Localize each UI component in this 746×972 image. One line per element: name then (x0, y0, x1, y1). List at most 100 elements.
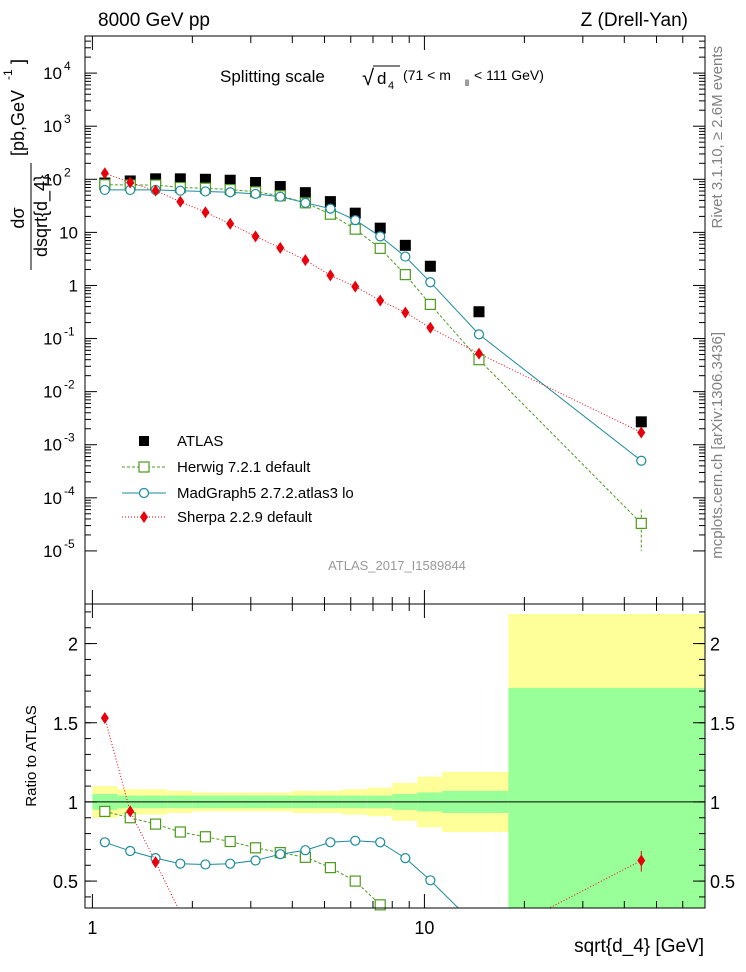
ratio-ytick-label-right: 0.5 (710, 872, 735, 892)
ratio-point-herwig (374, 899, 386, 911)
main-ytick-label: 10 (43, 489, 62, 508)
main-point-atlas (324, 196, 336, 208)
main-point-atlas (250, 176, 262, 188)
main-ylabel: dσ dsqrt{d_4} [pb,GeV -1 ] (1, 59, 52, 270)
main-point-sherpa (151, 184, 160, 197)
ratio-point-madgraph (375, 837, 386, 848)
main-point-sherpa (474, 347, 483, 360)
main-ytick-label: 10 (59, 223, 78, 242)
ratio-point-madgraph (275, 849, 286, 860)
ratio-point-sherpa (637, 854, 646, 867)
ratio-ytick-label-right: 2 (710, 635, 720, 655)
main-ytick-label-exp: 4 (64, 59, 71, 73)
main-point-sherpa (637, 426, 646, 439)
main-point-atlas (299, 187, 311, 199)
ratio-point-madgraph (325, 837, 336, 848)
main-point-sherpa (401, 306, 410, 319)
main-point-madgraph (325, 203, 336, 214)
main-point-sherpa (100, 167, 109, 180)
legend-marker-madgraph (138, 487, 150, 499)
main-point-sherpa (276, 241, 285, 254)
main-point-sherpa (251, 230, 260, 243)
main-point-sherpa (201, 206, 210, 219)
plot-title-cut-suffix: < 111 GeV) (474, 67, 544, 83)
ratio-band-stat (508, 687, 705, 908)
side-label-mcplots: mcplots.cern.ch [arXiv:1306.3436] (709, 332, 726, 559)
ratio-point-madgraph (400, 853, 411, 864)
ratio-axes: 1 10 0.5 0.5 1 1 1.5 1.5 2 2 (53, 604, 735, 938)
main-point-sherpa (376, 294, 385, 307)
ratio-point-madgraph (225, 858, 236, 869)
ratio-point-herwig (149, 818, 162, 830)
ratio-point-madgraph (300, 845, 311, 856)
ylabel-numerator: dσ (8, 207, 28, 228)
ylabel-unit: [pb,GeV (8, 90, 28, 156)
ratio-point-madgraph (175, 858, 186, 869)
ratio-point-madgraph (125, 845, 136, 857)
header-left: 8000 GeV pp (98, 10, 210, 31)
legend-label-sherpa: Sherpa 2.2.9 default (177, 509, 313, 526)
main-ytick-label-exp: -4 (64, 484, 75, 498)
main-ytick-label: 1 (69, 276, 78, 295)
main-ytick-label: 10 (43, 330, 62, 349)
ratio-xtick-label: 10 (414, 918, 434, 938)
ratio-point-herwig (99, 805, 111, 818)
header-right: Z (Drell-Yan) (581, 10, 688, 31)
main-point-sherpa (126, 176, 135, 189)
main-point-herwig (424, 298, 436, 310)
ratio-point-madgraph (350, 835, 361, 846)
ratio-point-herwig (324, 862, 336, 874)
main-point-atlas (349, 207, 361, 219)
legend: ATLAS Herwig 7.2.1 default MadGraph5 2.7… (122, 433, 354, 526)
main-point-herwig (374, 242, 386, 254)
main-ytick-label: 10 (43, 383, 62, 402)
main-point-sherpa (326, 269, 335, 282)
main-point-madgraph (99, 184, 110, 196)
plot-title-cut-sub: ll (465, 78, 469, 88)
main-ytick-label-exp: 2 (64, 165, 71, 179)
ratio-line-herwig (104, 810, 385, 908)
main-ytick-label: 10 (43, 64, 62, 83)
main-point-madgraph (200, 186, 211, 197)
ratio-point-herwig (174, 826, 186, 838)
ratio-point-herwig (349, 875, 361, 887)
ratio-plot-marks (99, 712, 646, 911)
plot-title-var-sub: 4 (388, 80, 394, 92)
main-point-herwig (349, 223, 361, 235)
main-point-atlas (424, 260, 436, 272)
ylabel-unit-close: ] (8, 59, 28, 64)
main-point-atlas (274, 181, 286, 193)
ylabel-denominator: dsqrt{d_4} (31, 175, 52, 257)
main-point-atlas (150, 173, 162, 185)
main-ytick-label-exp: -5 (64, 537, 75, 551)
main-point-sherpa (301, 254, 310, 267)
main-ytick-label-exp: -2 (64, 378, 75, 392)
main-point-madgraph (300, 197, 311, 208)
ratio-frame (84, 603, 706, 909)
main-plot-marks (99, 167, 647, 551)
main-point-sherpa (426, 321, 435, 334)
main-ytick-label: 10 (43, 542, 62, 561)
ratio-point-sherpa (126, 805, 135, 818)
ratio-point-herwig (224, 835, 236, 848)
main-point-madgraph (275, 191, 286, 202)
main-point-atlas (374, 222, 386, 234)
main-point-madgraph (400, 251, 411, 262)
ratio-line-madgraph (104, 840, 459, 908)
ratio-ytick-label: 0.5 (53, 872, 78, 892)
ratio-point-madgraph (425, 875, 436, 886)
main-point-madgraph (250, 188, 261, 200)
ratio-ytick-label-right: 1 (710, 793, 720, 813)
main-point-madgraph (225, 187, 236, 198)
legend-marker-atlas (139, 436, 149, 446)
main-point-sherpa (226, 217, 235, 230)
side-label-rivet: Rivet 3.1.10, ≥ 2.6M events (709, 46, 726, 229)
xlabel: sqrt{d_4} [GeV] (574, 936, 704, 957)
ratio-xtick-label: 1 (87, 918, 97, 938)
watermark: ATLAS_2017_I1589844 (328, 558, 466, 573)
main-point-atlas (199, 173, 211, 185)
main-point-madgraph (636, 455, 647, 466)
ratio-point-herwig (249, 842, 262, 854)
